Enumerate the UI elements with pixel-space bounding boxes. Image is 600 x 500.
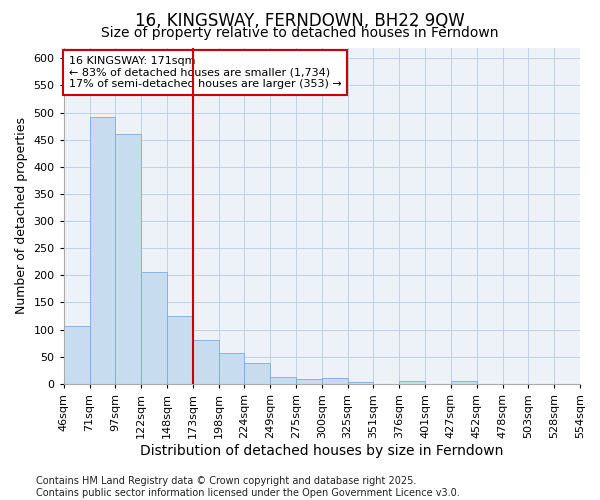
Bar: [115, 134, 141, 384]
Text: Contains HM Land Registry data © Crown copyright and database right 2025.
Contai: Contains HM Land Registry data © Crown c…: [36, 476, 460, 498]
Text: Size of property relative to detached houses in Ferndown: Size of property relative to detached ho…: [101, 26, 499, 40]
Bar: [322, 378, 347, 384]
Bar: [244, 363, 270, 384]
X-axis label: Distribution of detached houses by size in Ferndown: Distribution of detached houses by size …: [140, 444, 503, 458]
Bar: [193, 340, 218, 384]
Bar: [218, 353, 244, 384]
Bar: [89, 117, 115, 384]
Bar: [64, 326, 89, 384]
Bar: [296, 380, 322, 384]
Text: 16, KINGSWAY, FERNDOWN, BH22 9QW: 16, KINGSWAY, FERNDOWN, BH22 9QW: [135, 12, 465, 30]
Bar: [451, 381, 477, 384]
Y-axis label: Number of detached properties: Number of detached properties: [15, 117, 28, 314]
Bar: [270, 376, 296, 384]
Bar: [141, 272, 167, 384]
Bar: [167, 316, 193, 384]
Text: 16 KINGSWAY: 171sqm
← 83% of detached houses are smaller (1,734)
17% of semi-det: 16 KINGSWAY: 171sqm ← 83% of detached ho…: [69, 56, 341, 89]
Bar: [347, 382, 373, 384]
Bar: [399, 381, 425, 384]
